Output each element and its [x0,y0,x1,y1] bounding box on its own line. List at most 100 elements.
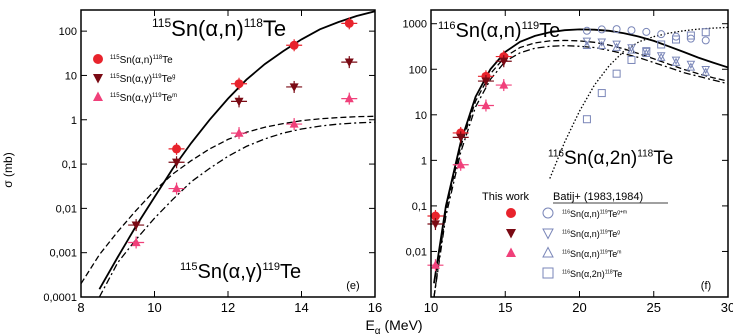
data-point [701,65,711,75]
data-point [234,79,244,89]
y-tick-label: 1000 [403,19,427,31]
data-point [627,55,636,64]
panel-e-chart: 8 10 12 14 16 0,0001 0,001 0,01 0,1 1 10 100 (e) 115S… [43,9,382,315]
reaction-annotation: 116Sn(α,2n)118Te [548,148,673,169]
y-tick-label: 10 [65,70,77,82]
data-point [597,25,606,34]
data-point [582,40,592,49]
data-point [131,237,141,247]
data-point [344,58,354,68]
y-tick-label: 0,001 [49,248,77,260]
data-point [456,133,466,143]
data-point [686,60,696,69]
legend-marker [93,54,103,64]
legend-entry: 116Sn(α,2n)118Te [562,269,622,279]
legend-marker [93,91,103,101]
data-point [597,40,607,49]
x-tick-label: 14 [294,300,308,315]
data-point [642,47,651,56]
data-point [430,220,440,229]
data-point [672,32,681,41]
model-curve-dashed [81,115,375,285]
x-tick-label: 15 [498,300,512,315]
legend-entry: 115Sn(α,γ)119Tem [110,93,177,104]
data-point [612,40,621,49]
panel-label: (f) [701,280,711,292]
x-tick-label: 10 [147,300,161,315]
data-point [582,37,592,46]
data-point [234,97,244,107]
data-point [481,77,491,87]
model-curve-solid [98,10,375,290]
data-point [656,52,666,61]
data-point [131,221,141,231]
x-tick-label: 10 [424,300,438,315]
y-tick-label: 1 [421,155,427,167]
data-point [289,83,299,92]
data-point [612,25,621,34]
x-tick-label: 25 [647,300,661,315]
data-point [234,128,244,137]
legend-marker [506,208,516,218]
model-curve-dotted [549,26,728,179]
reaction-annotation: 116Sn(α,n)119Te [438,20,560,42]
data-point [344,18,354,28]
data-point [671,57,681,66]
data-point [686,62,696,71]
legend-entry: 115Sn(α,n)118Te [110,55,173,66]
x-tick-label: 16 [368,300,382,315]
data-point [172,183,182,193]
legend-marker [542,228,554,240]
legend-marker [542,207,554,219]
legend-header: Batij+ (1983,1984) [553,191,643,203]
data-point [499,57,509,67]
y-tick-label: 1 [71,115,77,127]
y-tick-label: 0,01 [406,246,427,258]
x-tick-label: 20 [572,300,586,315]
data-point [430,211,440,221]
y-tick-label: 0,1 [412,201,427,213]
legend-header: This work [482,191,530,203]
data-point [657,30,666,39]
data-point [344,93,354,103]
reaction-annotation: 115Sn(α,γ)119Te [180,261,301,283]
data-point [701,36,710,45]
x-axis-label: Eα (MeV) [365,317,422,336]
data-point [612,42,621,51]
y-axis-label: σ (mb) [1,152,15,187]
legend-marker [542,267,554,279]
y-tick-label: 100 [409,64,427,76]
data-point [597,38,607,47]
legend-marker [506,247,516,257]
x-tick-label: 30 [721,300,733,315]
y-tick-label: 10 [415,110,427,122]
data-point [289,40,299,50]
data-point [627,26,636,35]
data-point [582,115,591,124]
y-tick-label: 0,1 [62,159,77,171]
data-point [672,35,681,44]
legend-entry: 116Sn(α,n)119Tem [562,249,621,259]
data-point [172,158,182,168]
y-tick-label: 100 [59,26,77,38]
data-point [627,44,636,53]
y-tick-label: 0,0001 [43,292,77,304]
legend-marker [542,246,554,258]
data-point [582,26,591,35]
legend-entry: 116Sn(α,n)119Teg+m [562,209,627,219]
data-point [172,144,182,154]
data-point [481,100,491,110]
model-curve-dashed [433,39,728,297]
panel-f-chart: 10 15 20 25 30 0,01 0,1 1 10 100 1000 (f) 116Sn(α,n)… [403,9,733,315]
data-point [671,56,681,65]
data-point [430,260,440,269]
data-point [642,27,651,36]
x-tick-label: 8 [77,300,84,315]
legend-entry: 116Sn(α,n)119Teg [562,229,620,239]
legend-entry: 115Sn(α,γ)119Teg [110,74,176,85]
data-point [627,45,636,54]
data-point [657,40,666,49]
data-point [456,159,466,169]
model-curve-dashdot [433,44,728,297]
